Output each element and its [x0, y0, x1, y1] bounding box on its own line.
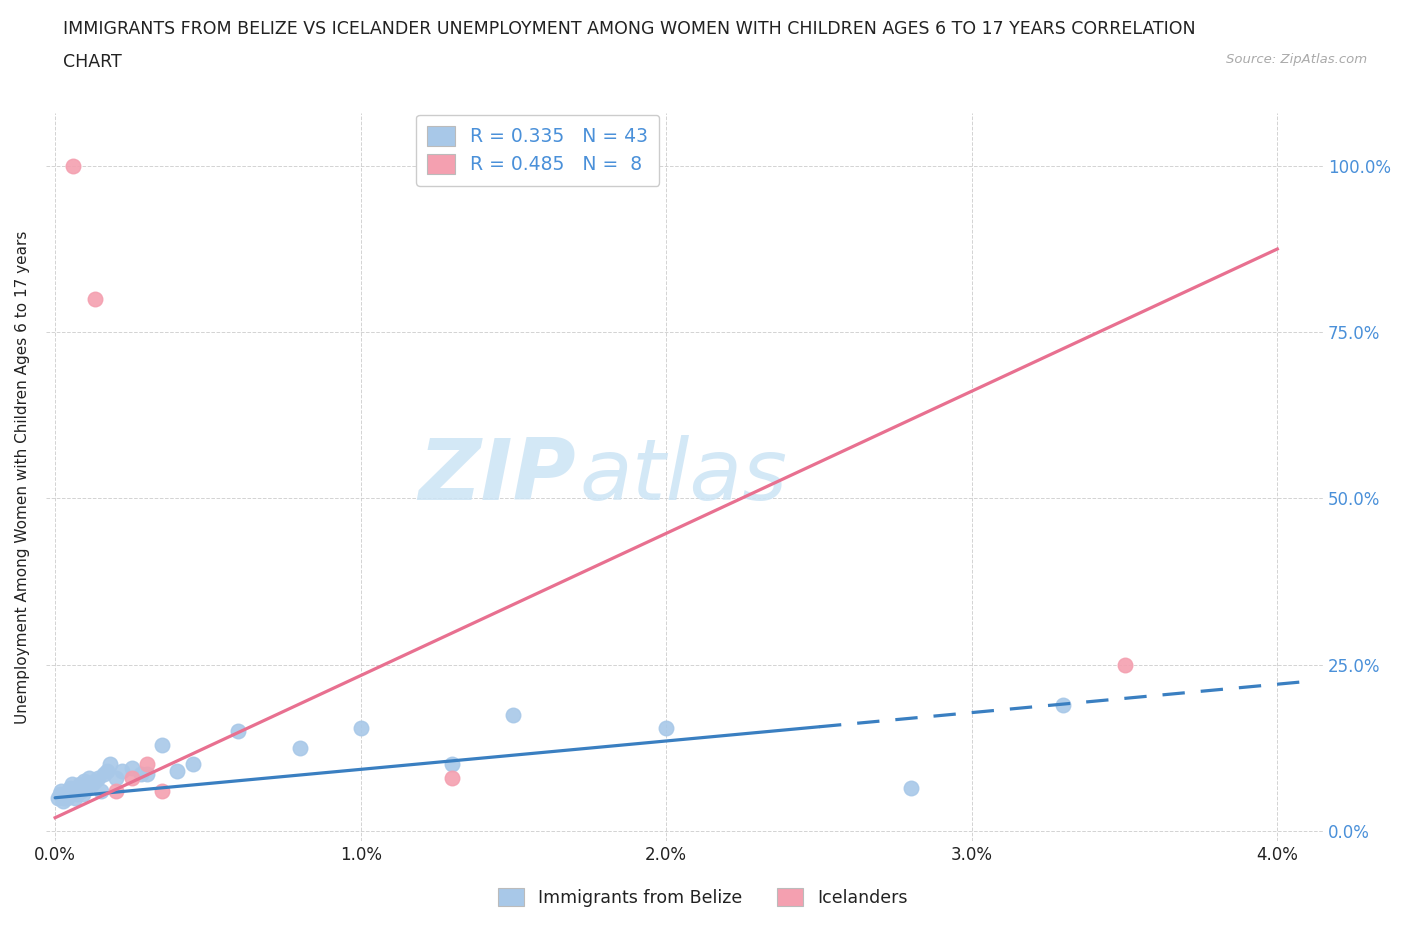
Point [135, 767, 157, 782]
Point [1052, 698, 1074, 712]
Point [93, 767, 115, 782]
Point [900, 780, 922, 795]
Point [90, 784, 112, 799]
Point [441, 757, 464, 772]
Text: ZIP: ZIP [419, 435, 576, 518]
Point [48, 787, 70, 802]
Point [77, 770, 100, 785]
Point [53, 790, 76, 805]
Legend: Immigrants from Belize, Icelanders: Immigrants from Belize, Icelanders [491, 882, 915, 914]
Point [288, 740, 311, 755]
Point [70, 784, 93, 799]
Legend: R = 0.335   N = 43, R = 0.485   N =  8: R = 0.335 N = 43, R = 0.485 N = 8 [416, 114, 659, 186]
Point [69, 777, 91, 791]
Point [105, 784, 128, 799]
Point [55, 787, 77, 802]
Point [150, 784, 173, 799]
Point [96, 764, 118, 778]
Point [80, 777, 103, 791]
Point [51, 784, 73, 799]
Text: IMMIGRANTS FROM BELIZE VS ICELANDER UNEMPLOYMENT AMONG WOMEN WITH CHILDREN AGES : IMMIGRANTS FROM BELIZE VS ICELANDER UNEM… [63, 20, 1197, 38]
Point [67, 780, 90, 795]
Point [655, 721, 678, 736]
Point [502, 707, 524, 722]
Point [72, 787, 94, 802]
Point [121, 761, 143, 776]
Point [98, 757, 121, 772]
Point [52, 793, 75, 808]
Y-axis label: Unemployment Among Women with Children Ages 6 to 17 years: Unemployment Among Women with Children A… [15, 230, 30, 724]
Point [228, 724, 250, 738]
Point [58, 784, 80, 799]
Point [166, 764, 188, 778]
Point [105, 770, 128, 785]
Point [1114, 658, 1136, 672]
Point [60, 777, 83, 791]
Point [62, 784, 84, 799]
Point [121, 770, 143, 785]
Text: Source: ZipAtlas.com: Source: ZipAtlas.com [1226, 53, 1367, 66]
Point [83, 291, 105, 306]
Point [59, 780, 82, 795]
Point [75, 780, 97, 795]
Point [135, 757, 157, 772]
Point [56, 790, 79, 805]
Point [63, 790, 86, 805]
Point [129, 767, 152, 782]
Point [111, 764, 134, 778]
Point [181, 757, 204, 772]
Point [83, 774, 105, 789]
Point [73, 774, 96, 789]
Point [441, 770, 464, 785]
Point [150, 737, 173, 752]
Point [62, 158, 84, 173]
Point [65, 787, 87, 802]
Point [350, 721, 373, 736]
Text: atlas: atlas [579, 435, 787, 518]
Text: CHART: CHART [63, 53, 122, 71]
Point [87, 770, 110, 785]
Point [46, 790, 69, 805]
